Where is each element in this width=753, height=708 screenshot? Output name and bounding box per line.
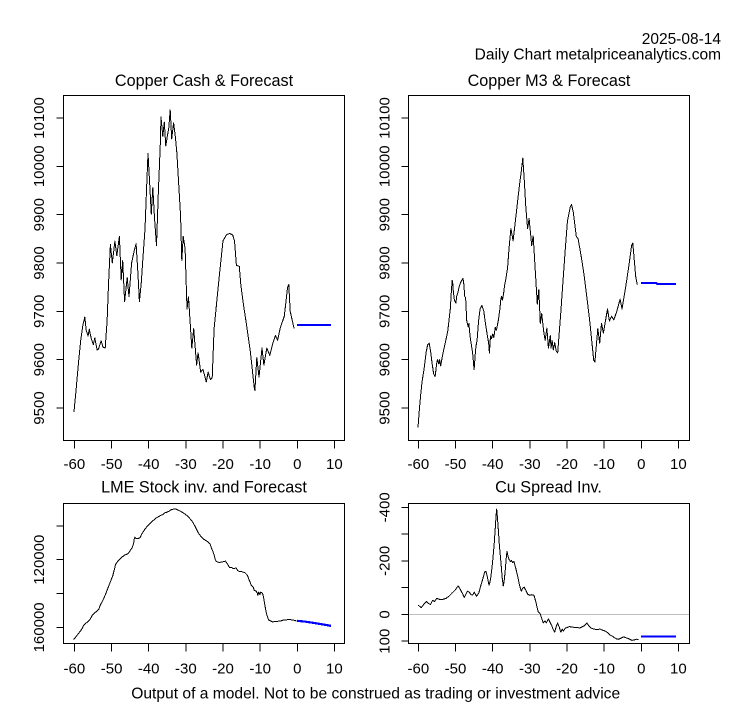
svg-text:-30: -30 xyxy=(519,456,541,473)
svg-text:0: 0 xyxy=(293,456,301,473)
svg-text:10000: 10000 xyxy=(31,145,48,187)
svg-text:10000: 10000 xyxy=(377,145,394,187)
svg-text:-40: -40 xyxy=(482,456,504,473)
svg-text:0: 0 xyxy=(637,661,645,678)
svg-text:9800: 9800 xyxy=(31,246,48,279)
svg-text:-10: -10 xyxy=(249,661,271,678)
svg-text:10: 10 xyxy=(670,456,687,473)
svg-text:-50: -50 xyxy=(101,456,123,473)
svg-text:LME Stock inv. and Forecast: LME Stock inv. and Forecast xyxy=(101,479,307,497)
svg-text:9600: 9600 xyxy=(31,343,48,376)
svg-text:-40: -40 xyxy=(482,661,504,678)
svg-text:10: 10 xyxy=(670,661,687,678)
svg-text:9800: 9800 xyxy=(377,246,394,279)
svg-text:-10: -10 xyxy=(593,661,615,678)
svg-text:9700: 9700 xyxy=(31,295,48,328)
svg-text:-50: -50 xyxy=(101,661,123,678)
svg-text:0: 0 xyxy=(377,610,394,618)
svg-text:-30: -30 xyxy=(175,456,197,473)
svg-text:-60: -60 xyxy=(64,661,86,678)
svg-text:Cu Spread Inv.: Cu Spread Inv. xyxy=(495,479,602,497)
svg-text:-20: -20 xyxy=(556,456,578,473)
svg-text:-10: -10 xyxy=(249,456,271,473)
svg-text:160000: 160000 xyxy=(31,602,48,652)
svg-text:-30: -30 xyxy=(519,661,541,678)
svg-text:-50: -50 xyxy=(445,456,467,473)
svg-text:120000: 120000 xyxy=(31,535,48,585)
svg-text:0: 0 xyxy=(637,456,645,473)
svg-text:9500: 9500 xyxy=(377,391,394,424)
svg-text:0: 0 xyxy=(293,661,301,678)
svg-text:-60: -60 xyxy=(408,456,430,473)
svg-text:-10: -10 xyxy=(593,456,615,473)
svg-text:100: 100 xyxy=(377,629,394,654)
svg-text:-40: -40 xyxy=(138,456,160,473)
svg-text:Output of a model. Not to be c: Output of a model. Not to be construed a… xyxy=(131,686,620,703)
svg-text:10100: 10100 xyxy=(377,97,394,139)
svg-text:2025-08-14: 2025-08-14 xyxy=(642,31,722,48)
svg-text:9600: 9600 xyxy=(377,343,394,376)
svg-text:9500: 9500 xyxy=(31,391,48,424)
svg-text:9700: 9700 xyxy=(377,295,394,328)
svg-text:-60: -60 xyxy=(408,661,430,678)
svg-text:Copper Cash & Forecast: Copper Cash & Forecast xyxy=(115,72,294,90)
svg-text:-60: -60 xyxy=(64,456,86,473)
svg-text:-400: -400 xyxy=(377,492,394,522)
svg-text:-30: -30 xyxy=(175,661,197,678)
svg-text:-40: -40 xyxy=(138,661,160,678)
svg-text:10100: 10100 xyxy=(31,97,48,139)
svg-text:9900: 9900 xyxy=(31,198,48,231)
svg-text:-20: -20 xyxy=(212,661,234,678)
svg-text:-50: -50 xyxy=(445,661,467,678)
svg-text:10: 10 xyxy=(326,661,343,678)
svg-text:-20: -20 xyxy=(212,456,234,473)
svg-text:9900: 9900 xyxy=(377,198,394,231)
svg-text:-200: -200 xyxy=(377,546,394,576)
svg-text:10: 10 xyxy=(326,456,343,473)
svg-text:Daily Chart metalpriceanalytic: Daily Chart metalpriceanalytics.com xyxy=(475,47,721,64)
svg-text:Copper M3 & Forecast: Copper M3 & Forecast xyxy=(468,72,631,90)
svg-text:-20: -20 xyxy=(556,661,578,678)
